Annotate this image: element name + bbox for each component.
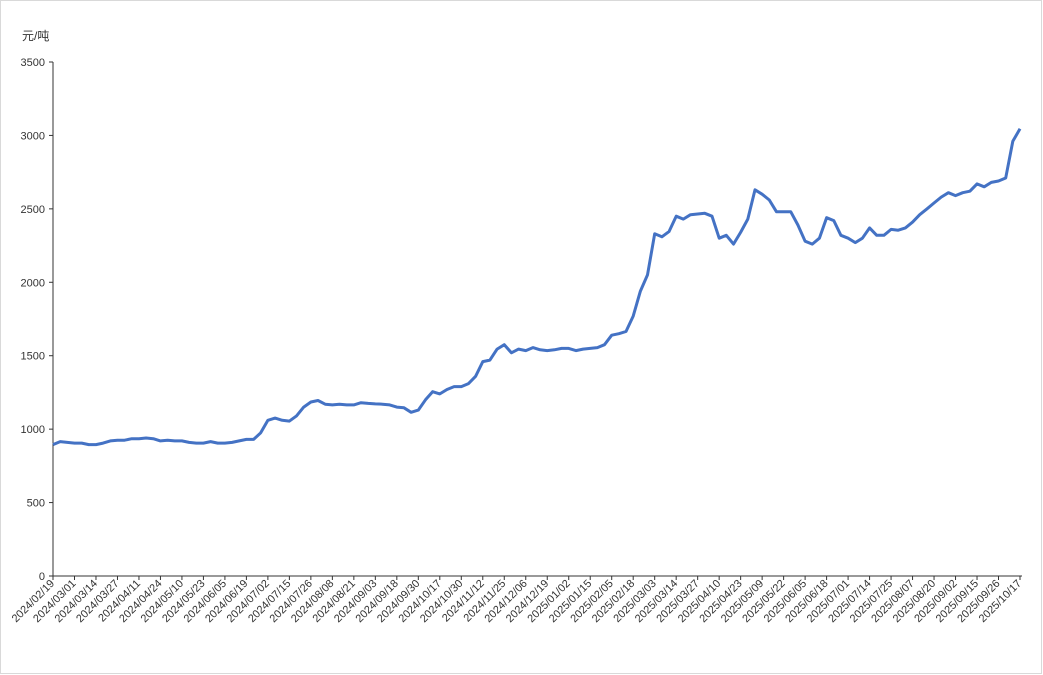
y-tick-label: 2000 — [21, 277, 45, 289]
y-tick-label: 500 — [27, 498, 45, 510]
line-series — [52, 128, 1022, 447]
y-tick-label: 1500 — [21, 351, 45, 363]
y-tick-label: 0 — [39, 571, 45, 583]
y-tick-label: 3000 — [21, 130, 45, 142]
y-axis-label: 元/吨 — [22, 29, 49, 43]
y-tick-label: 3500 — [21, 57, 45, 69]
y-tick-label: 1000 — [21, 424, 45, 436]
y-tick-label: 2500 — [21, 204, 45, 216]
